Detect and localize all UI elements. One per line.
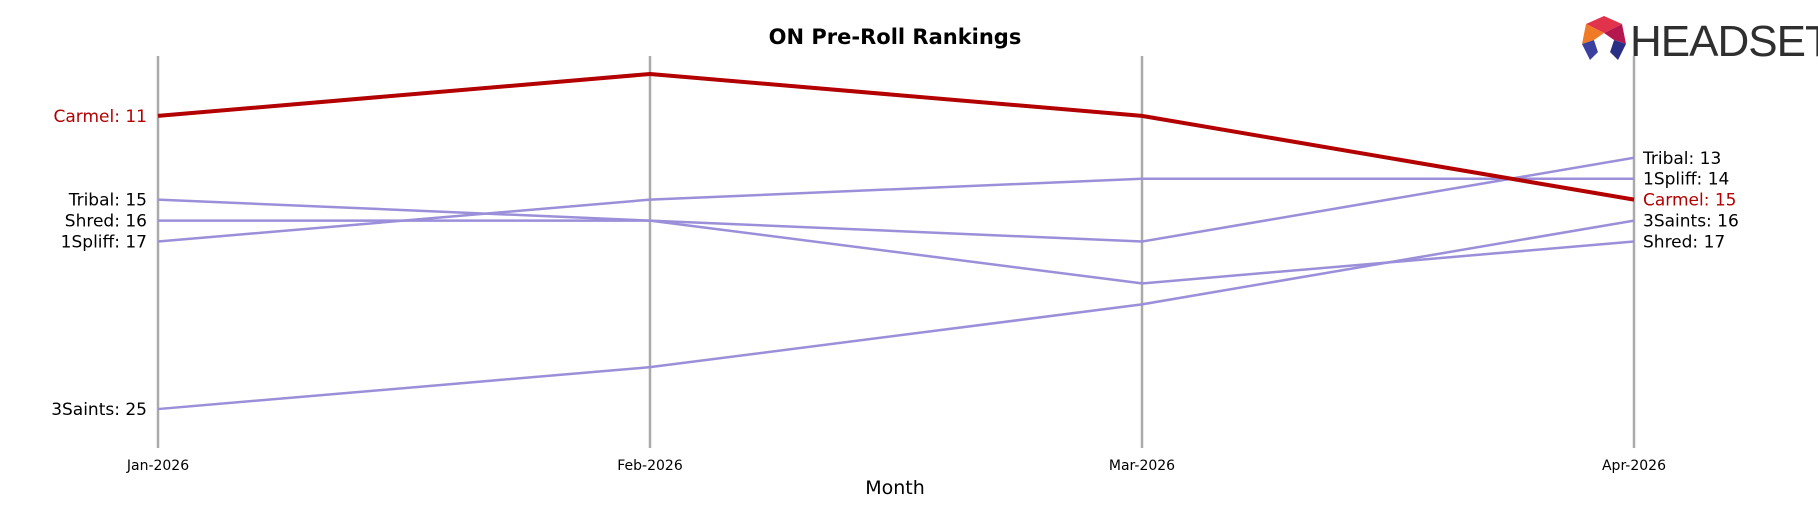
series-line-3saints [157,219,1635,411]
end-label-tribal: Tribal: 13 [1642,149,1721,169]
x-tick-labels: Jan-2026 Feb-2026 Mar-2026 Apr-2026 [126,458,1666,474]
start-label-tribal: Tribal: 15 [68,191,147,211]
series-line-1spliff [157,177,1634,243]
start-label-3saints: 3Saints: 25 [51,400,147,420]
x-tick-label: Mar-2026 [1109,458,1175,474]
end-label-1spliff: 1Spliff: 14 [1643,170,1729,190]
headset-logo: HEADSET [1582,16,1818,66]
start-label-carmel: Carmel: 11 [54,107,147,127]
headset-logo-icon [1582,16,1626,60]
series-lines [157,72,1635,411]
headset-logo-text: HEADSET [1630,17,1818,66]
end-label-shred: Shred: 17 [1643,233,1725,253]
end-label-carmel: Carmel: 15 [1643,191,1736,211]
chart-title: ON Pre-Roll Rankings [769,25,1022,49]
series-line-carmel [157,72,1635,202]
series-line-tribal [157,156,1635,243]
x-tick-label: Feb-2026 [617,458,683,474]
month-axis-lines [156,56,1636,448]
start-label-shred: Shred: 16 [65,212,147,232]
x-axis-label: Month [865,477,925,499]
x-tick-label: Apr-2026 [1602,458,1666,474]
end-label-3saints: 3Saints: 16 [1643,212,1739,232]
start-label-1spliff: 1Spliff: 17 [61,233,147,253]
x-tick-label: Jan-2026 [126,458,189,474]
